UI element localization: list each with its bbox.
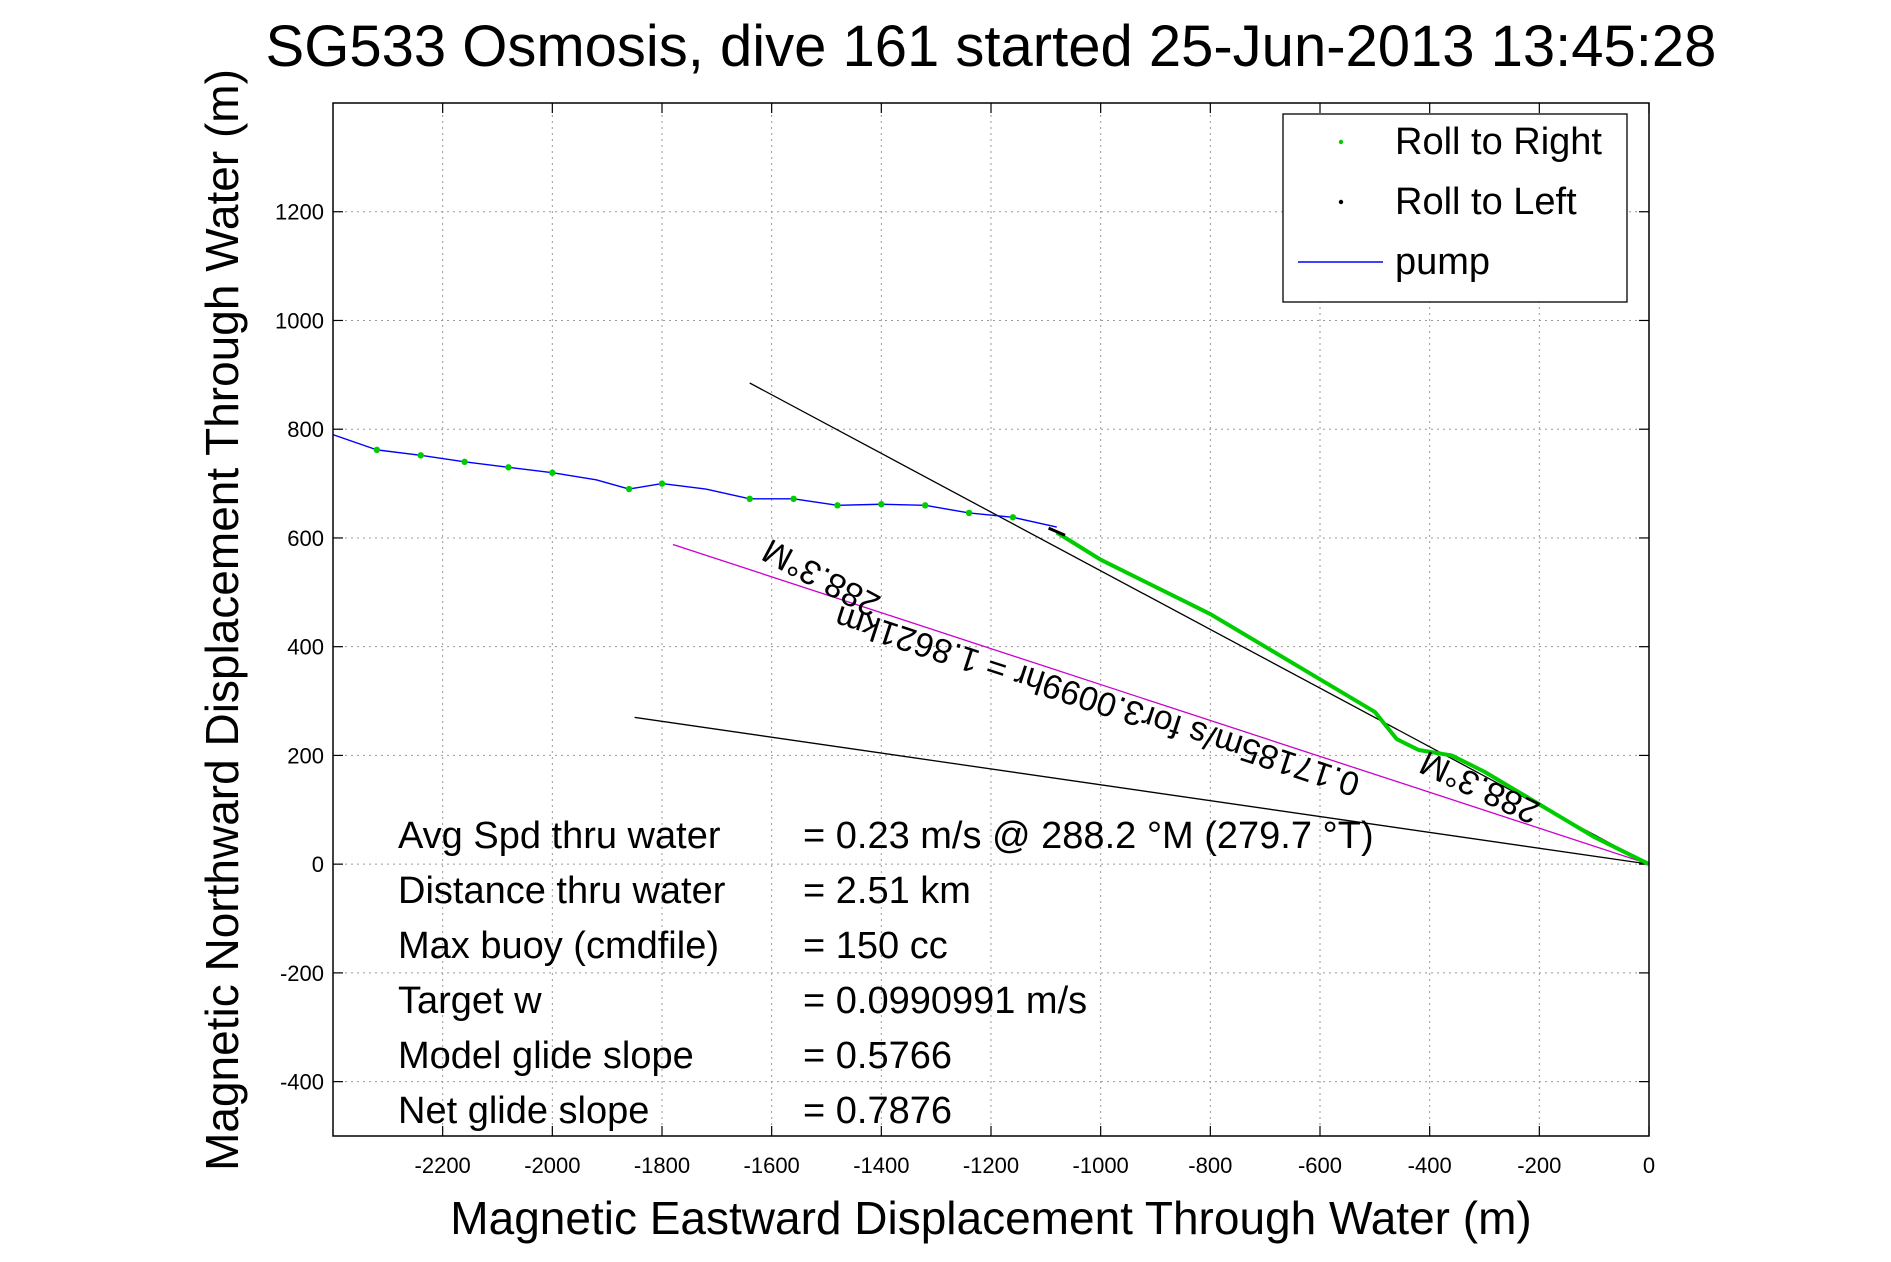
plot-marks	[333, 382, 1649, 866]
roll-right-point	[790, 495, 797, 503]
x-tick-label: -1400	[853, 1153, 909, 1178]
tick-labels: -2200 -2000 -1800 -1600 -1400 -1200 -1000 -800-…	[275, 200, 1655, 1178]
roll-right-point	[922, 502, 929, 509]
series-roll-to-right	[1055, 530, 1649, 866]
roll-right-point	[878, 501, 885, 508]
stat-value: = 0.7876	[803, 1090, 952, 1132]
legend-label: pump	[1395, 241, 1490, 283]
y-tick-label: 1200	[275, 200, 324, 225]
roll-right-point	[417, 452, 424, 459]
chart-title: SG533 Osmosis, dive 161 started 25-Jun-2…	[266, 14, 1717, 79]
x-tick-label: 0	[1643, 1153, 1655, 1178]
stat-value: = 0.0990991 m/s	[803, 980, 1087, 1022]
roll-right-point	[1009, 514, 1017, 521]
roll-left-segment	[1047, 526, 1066, 537]
x-tick-label: -2000	[524, 1153, 580, 1178]
y-tick-label: 0	[312, 852, 324, 877]
roll-right-point	[373, 446, 381, 454]
stat-label: Avg Spd thru water	[398, 815, 721, 857]
x-tick-label: -400	[1408, 1153, 1452, 1178]
reference-line	[749, 382, 1649, 865]
x-tick-label: -800	[1188, 1153, 1232, 1178]
legend-label: Roll to Left	[1395, 181, 1577, 223]
stat-label: Max buoy (cmdfile)	[398, 925, 719, 967]
y-tick-label: 800	[287, 417, 324, 442]
legend-marker	[1338, 139, 1344, 145]
x-tick-label: -1800	[634, 1153, 690, 1178]
x-tick-label: -1200	[963, 1153, 1019, 1178]
stat-label: Net glide slope	[398, 1090, 649, 1132]
legend-marker	[1338, 199, 1344, 205]
roll-right-point	[549, 469, 556, 476]
stat-label: Target w	[398, 980, 542, 1022]
x-tick-label: -200	[1517, 1153, 1561, 1178]
x-tick-label: -2200	[415, 1153, 471, 1178]
legend: Roll to Right Roll to Left pump	[1282, 113, 1628, 303]
y-tick-label: 200	[287, 743, 324, 768]
roll-right-point	[965, 509, 973, 517]
roll-right-point	[834, 502, 841, 509]
y-tick-label: 400	[287, 635, 324, 660]
stat-value: = 0.23 m/s @ 288.2 °M (279.7 °T)	[803, 815, 1374, 857]
stat-label: Model glide slope	[398, 1035, 694, 1077]
y-tick-label: 1000	[275, 308, 324, 333]
roll-right-point	[505, 464, 512, 471]
stat-label: Distance thru water	[398, 870, 726, 912]
stat-value: = 2.51 km	[803, 870, 971, 912]
series-pump	[333, 433, 1057, 528]
y-tick-label: 600	[287, 526, 324, 551]
x-tick-label: -600	[1298, 1153, 1342, 1178]
plot-frame	[332, 102, 1650, 1137]
x-tick-label: -1600	[744, 1153, 800, 1178]
stat-value: = 150 cc	[803, 925, 948, 967]
legend-box	[1282, 113, 1628, 303]
y-tick-label: -200	[280, 961, 324, 986]
stats-block: Avg Spd thru water = 0.23 m/s @ 288.2 °M …	[398, 815, 1374, 1132]
roll-right-point	[461, 458, 468, 466]
reference-line	[634, 716, 1649, 865]
y-tick-label: -400	[280, 1070, 324, 1095]
stat-value: = 0.5766	[803, 1035, 952, 1077]
roll-right-point	[746, 495, 753, 503]
roll-right-point	[658, 480, 666, 487]
reference-line	[672, 543, 1649, 865]
x-tick-label: -1000	[1073, 1153, 1129, 1178]
legend-label: Roll to Right	[1395, 121, 1602, 163]
roll-right-point	[625, 485, 633, 493]
y-axis-label: Magnetic Northward Displacement Through …	[196, 69, 248, 1171]
x-axis-label: Magnetic Eastward Displacement Through W…	[450, 1192, 1531, 1244]
